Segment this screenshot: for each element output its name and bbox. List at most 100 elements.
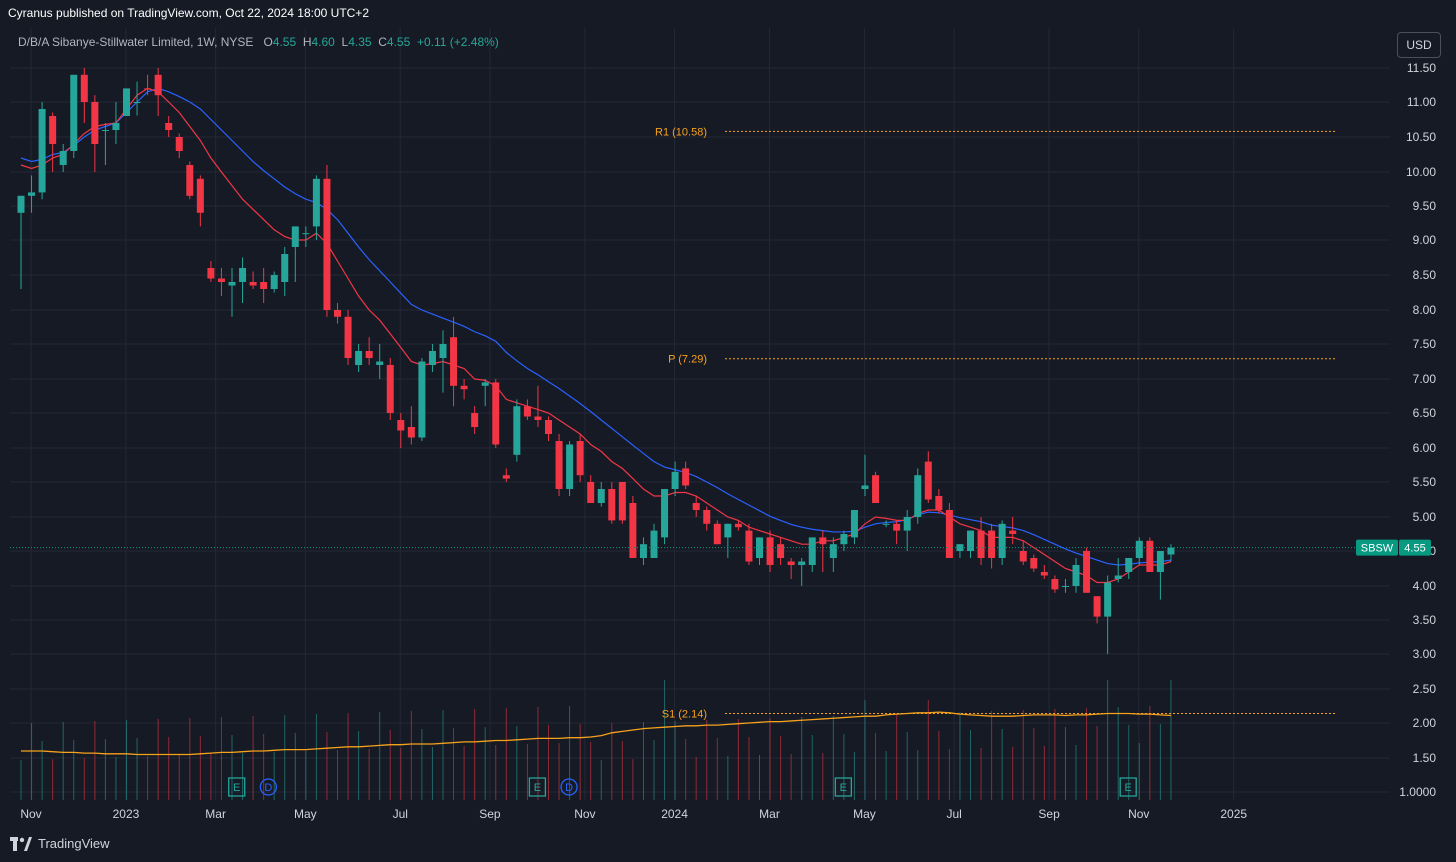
candle-body [154, 74, 162, 96]
candle-body [481, 382, 489, 386]
candle-body [671, 471, 679, 489]
candle [123, 88, 130, 116]
volume-bar [94, 721, 96, 800]
chart-frame[interactable] [10, 28, 1443, 826]
price-tick-label: 7.00 [1413, 372, 1437, 386]
candle [766, 530, 774, 572]
candle-body [1114, 575, 1122, 579]
candle-body [1156, 551, 1164, 572]
price-tick-label: 3.50 [1413, 613, 1437, 627]
volume-bar [1075, 745, 1077, 800]
currency-button[interactable]: USD [1397, 32, 1441, 58]
open-label: O [263, 35, 273, 49]
time-tick-label: Jul [393, 807, 408, 821]
candle [924, 451, 932, 503]
volume-bar [20, 760, 22, 800]
time-tick-label: 2025 [1220, 807, 1247, 821]
candle [1072, 558, 1080, 593]
candle [101, 123, 109, 165]
candle [418, 358, 426, 441]
candle-body [1009, 530, 1017, 534]
volume-bar [822, 753, 824, 800]
candle [713, 520, 721, 545]
candle [186, 161, 194, 200]
candle-body [1072, 565, 1080, 586]
candle-body [513, 406, 521, 455]
ema-slow-line [20, 87, 1172, 566]
candle [829, 537, 837, 572]
candle [460, 379, 468, 400]
last-price-tag: SBSW 4.55 [10, 539, 1431, 556]
volume-bar [410, 711, 412, 800]
candle [1030, 554, 1038, 572]
candle [397, 413, 405, 448]
candle [1051, 575, 1059, 593]
candle [724, 523, 732, 558]
time-tick-label: 2024 [661, 807, 688, 821]
volume-bar [1043, 746, 1045, 800]
volume-bar [474, 709, 476, 800]
candle [808, 537, 816, 572]
candle-body [502, 475, 510, 479]
price-tag-label: 4.55 [1404, 543, 1425, 555]
price-tick-label: 6.50 [1413, 406, 1437, 420]
candle [144, 74, 152, 96]
candle [217, 268, 225, 296]
candle-body [91, 102, 99, 144]
candle-body [935, 496, 943, 510]
volume-bar [41, 741, 43, 800]
volume-bar [516, 726, 518, 800]
candle-body [523, 406, 531, 417]
candle-body [882, 523, 890, 525]
volume-bar [62, 722, 64, 800]
symbol-description: D/B/A Sibanye-Stillwater Limited, 1W, NY… [18, 35, 254, 49]
volume-bar [579, 724, 581, 800]
candle [692, 496, 700, 517]
candle-body [1030, 558, 1038, 569]
candle [682, 461, 690, 489]
price-tag-bg [1399, 539, 1431, 556]
candle [798, 558, 806, 586]
volume-bar [727, 756, 729, 800]
volume-bar [337, 750, 338, 800]
candle-body [840, 534, 848, 545]
volume-bar [431, 747, 433, 800]
candle [914, 468, 922, 524]
price-tick-label: 6.00 [1413, 441, 1437, 455]
candle-body [777, 544, 785, 558]
time-tick-label: Sep [1038, 807, 1060, 821]
candle [302, 226, 310, 247]
candle [618, 482, 626, 524]
volume-bar [1022, 710, 1024, 800]
pivot-label: S1 (2.14) [662, 708, 707, 720]
volume-ma-line [21, 711, 1171, 756]
candle [608, 482, 616, 524]
candle-body [872, 475, 880, 503]
candle [17, 195, 25, 289]
candle [935, 489, 943, 514]
candle [882, 520, 890, 528]
candle [196, 175, 204, 227]
volume-bars [20, 680, 1172, 800]
volume-bar [832, 716, 834, 800]
volume-bar [706, 720, 708, 800]
volume-bar [52, 759, 54, 800]
candle [756, 537, 763, 565]
tradingview-brand[interactable]: TradingView [10, 836, 110, 851]
candle-body [977, 530, 985, 558]
candle-body [397, 420, 405, 431]
candle [1146, 537, 1154, 572]
price-tick-label: 10.50 [1406, 130, 1436, 144]
candle [597, 482, 605, 507]
ema-fast-line [20, 87, 1172, 584]
candle-body [450, 337, 458, 386]
volume-bar [1054, 709, 1056, 800]
volume-bar [126, 720, 127, 800]
candle [344, 310, 352, 365]
volume-bar [864, 700, 866, 800]
candle-body [123, 88, 130, 116]
candle-body [38, 109, 46, 193]
volume-bar [263, 734, 265, 800]
candle-body [618, 482, 626, 521]
